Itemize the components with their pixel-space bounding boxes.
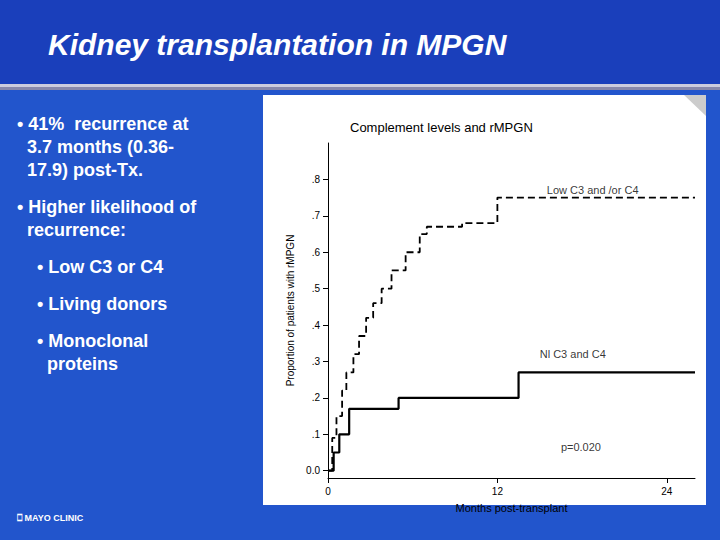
svg-text:.5: .5 <box>312 283 321 294</box>
svg-text:.8: .8 <box>312 174 321 185</box>
svg-text:0.0: 0.0 <box>306 465 320 476</box>
svg-text:.4: .4 <box>312 320 321 331</box>
svg-text:⎕ MAYO CLINIC: ⎕ MAYO CLINIC <box>17 513 84 523</box>
svg-text:0: 0 <box>325 486 331 497</box>
svg-text:• Living donors: • Living donors <box>17 294 167 314</box>
svg-text:.7: .7 <box>312 210 321 221</box>
svg-text:Complement levels and rMPGN: Complement levels and rMPGN <box>350 120 533 135</box>
svg-text:Nl C3 and C4: Nl C3 and C4 <box>540 348 606 360</box>
svg-text:Kidney transplantation in MPGN: Kidney transplantation in MPGN <box>48 28 508 61</box>
svg-text:3.7 months (0.36-: 3.7 months (0.36- <box>17 137 174 157</box>
svg-text:recurrence:: recurrence: <box>17 220 126 240</box>
svg-text:• 41% recurrence at: • 41% recurrence at <box>17 114 188 134</box>
svg-text:• Higher likelihood of: • Higher likelihood of <box>17 197 197 217</box>
svg-text:.3: .3 <box>312 356 321 367</box>
svg-text:17.9) post-Tx.: 17.9) post-Tx. <box>17 160 143 180</box>
svg-text:.6: .6 <box>312 247 321 258</box>
svg-text:Proportion of patients with rM: Proportion of patients with rMPGN <box>285 235 296 387</box>
svg-text:12: 12 <box>492 486 504 497</box>
svg-text:• Low C3 or C4: • Low C3 or C4 <box>17 257 163 277</box>
svg-text:p=0.020: p=0.020 <box>561 441 601 453</box>
svg-text:.2: .2 <box>312 392 321 403</box>
svg-text:.1: .1 <box>312 429 321 440</box>
svg-text:Low C3 and /or C4: Low C3 and /or C4 <box>547 184 639 196</box>
svg-text:• Monoclonal: • Monoclonal <box>17 331 148 351</box>
svg-text:Months post-transplant: Months post-transplant <box>456 502 568 514</box>
svg-text:proteins: proteins <box>17 354 118 374</box>
svg-text:24: 24 <box>661 486 673 497</box>
